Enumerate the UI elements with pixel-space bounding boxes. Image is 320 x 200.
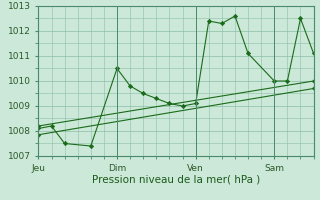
X-axis label: Pression niveau de la mer( hPa ): Pression niveau de la mer( hPa ): [92, 174, 260, 184]
